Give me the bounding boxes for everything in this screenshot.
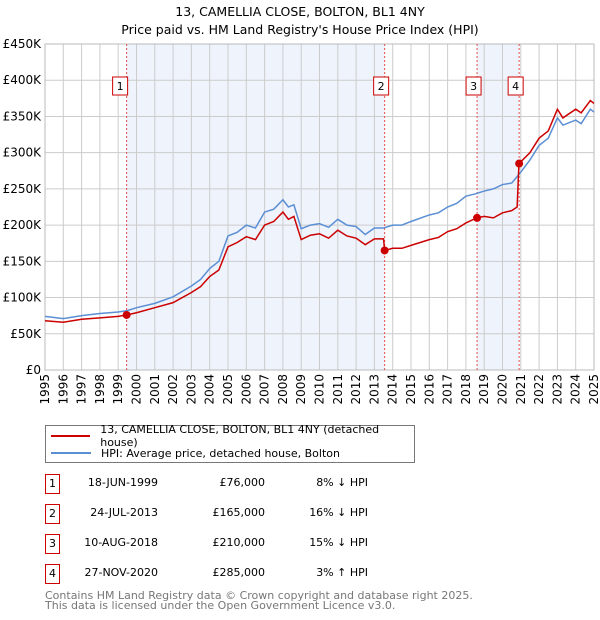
x-tick-label: 2012 <box>349 374 363 405</box>
sale-row: 2 24-JUL-2013 £165,000 16% ↓ HPI <box>45 504 375 524</box>
y-tick-label: £150K <box>3 254 43 268</box>
x-tick-label: 2003 <box>184 374 198 405</box>
x-tick-label: 2006 <box>239 374 253 405</box>
legend-blue-line <box>51 452 91 454</box>
x-tick-label: 1995 <box>38 374 52 405</box>
x-tick-label: 2005 <box>221 374 235 405</box>
sale-number: 3 <box>45 534 60 554</box>
sale-label-box <box>465 76 482 96</box>
x-tick-label: 2014 <box>386 374 400 405</box>
x-tick-label: 2002 <box>166 374 180 405</box>
x-tick-label: 2022 <box>532 374 546 405</box>
x-tick-label: 2020 <box>496 374 510 405</box>
x-tick-label: 2013 <box>367 374 381 405</box>
x-tick-label: 1996 <box>56 374 70 405</box>
sale-number: 1 <box>45 474 60 494</box>
x-tick-label: 1999 <box>111 374 125 405</box>
sale-label-box <box>112 76 129 96</box>
legend-red-line <box>51 435 91 437</box>
sale-label: 3 <box>470 80 477 93</box>
sale-label-box <box>373 76 390 96</box>
x-tick-label: 2008 <box>276 374 290 405</box>
x-tick-label: 2019 <box>477 374 491 405</box>
y-tick-label: £300K <box>3 146 43 160</box>
sale-row: 1 18-JUN-1999 £76,000 8% ↓ HPI <box>45 474 375 494</box>
x-tick-label: 2004 <box>203 374 217 405</box>
sale-hpi-diff: 15% ↓ HPI <box>309 536 368 549</box>
x-tick-label: 2009 <box>294 374 308 405</box>
sale-price: £285,000 <box>212 566 266 579</box>
chart-title: 13, CAMELLIA CLOSE, BOLTON, BL1 4NY <box>175 4 425 19</box>
sale-date: 18-JUN-1999 <box>87 476 158 489</box>
sale-date: 10-AUG-2018 <box>84 536 158 549</box>
sale-price: £76,000 <box>219 476 266 489</box>
sale-price: £210,000 <box>212 536 266 549</box>
sale-point <box>122 310 131 319</box>
y-tick-label: £0 <box>26 363 41 377</box>
sale-label: 4 <box>512 80 519 93</box>
shaded-period <box>126 44 385 370</box>
y-tick-label: £200K <box>3 218 43 232</box>
x-tick-label: 2023 <box>550 374 564 405</box>
x-tick-label: 2010 <box>313 374 327 405</box>
sale-label: 1 <box>117 80 124 93</box>
sale-point <box>473 213 482 222</box>
x-tick-label: 2024 <box>569 374 583 405</box>
plot-frame <box>44 43 595 371</box>
chart-subtitle: Price paid vs. HM Land Registry's House … <box>121 22 479 37</box>
x-tick-label: 1998 <box>93 374 107 405</box>
sale-hpi-diff: 16% ↓ HPI <box>309 506 368 519</box>
sale-label-box <box>507 76 524 96</box>
sale-point <box>515 159 524 168</box>
legend-hpi: HPI: Average price, detached house, Bolt… <box>101 446 340 460</box>
y-tick-label: £250K <box>3 182 43 196</box>
x-tick-label: 2021 <box>514 374 528 405</box>
y-tick-label: £350K <box>3 109 43 123</box>
x-tick-label: 2018 <box>459 374 473 405</box>
x-tick-label: 2015 <box>404 374 418 405</box>
x-tick-label: 1997 <box>75 374 89 405</box>
y-tick-label: £50K <box>10 327 42 341</box>
sale-row: 4 27-NOV-2020 £285,000 3% ↑ HPI <box>45 564 375 584</box>
footer-licence: This data is licensed under the Open Gov… <box>45 599 396 612</box>
sale-number: 2 <box>45 504 60 524</box>
x-tick-label: 2007 <box>258 374 272 405</box>
sale-point <box>380 246 389 255</box>
legend: 13, CAMELLIA CLOSE, BOLTON, BL1 4NY (det… <box>45 423 415 463</box>
y-tick-label: £100K <box>3 291 43 305</box>
sale-hpi-diff: 8% ↓ HPI <box>316 476 368 489</box>
x-tick-label: 2016 <box>422 374 436 405</box>
sale-label: 2 <box>378 80 385 93</box>
y-tick-label: £400K <box>3 73 43 87</box>
legend-property: 13, CAMELLIA CLOSE, BOLTON, BL1 4NY (det… <box>100 423 380 449</box>
x-tick-label: 2025 <box>587 374 600 405</box>
sale-date: 27-NOV-2020 <box>84 566 158 579</box>
sale-hpi-diff: 3% ↑ HPI <box>316 566 368 579</box>
sale-price: £165,000 <box>212 506 266 519</box>
series-line-price-paid <box>44 99 595 323</box>
sale-date: 24-JUL-2013 <box>90 506 158 519</box>
y-tick-label: £450K <box>3 37 43 51</box>
x-tick-label: 2001 <box>148 374 162 405</box>
plot-area: £0 £50K £100K £150K £200K £250K £300K £350K £400… <box>3 37 600 405</box>
x-tick-label: 2017 <box>441 374 455 405</box>
sale-number: 4 <box>45 564 60 584</box>
x-tick-label: 2000 <box>130 374 144 405</box>
sale-row: 3 10-AUG-2018 £210,000 15% ↓ HPI <box>45 534 375 554</box>
footer-copyright: Contains HM Land Registry data © Crown c… <box>45 589 473 602</box>
x-tick-label: 2011 <box>331 374 345 405</box>
